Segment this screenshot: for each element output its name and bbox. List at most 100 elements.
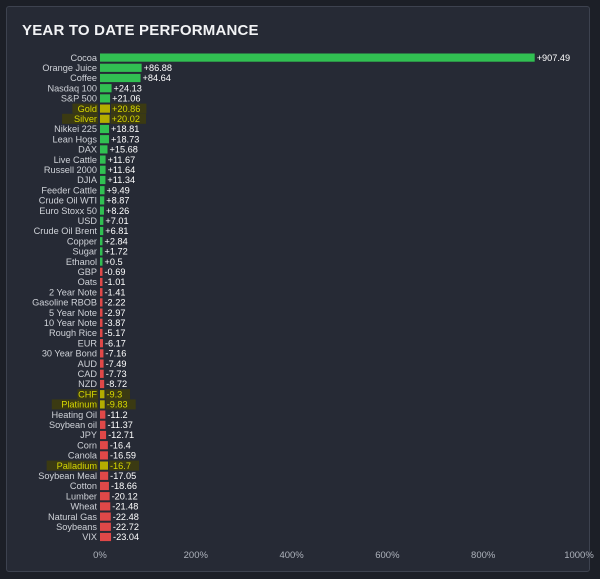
- category-label: Wheat: [70, 502, 97, 512]
- category-label: Nikkei 225: [54, 124, 97, 134]
- bar: [100, 359, 104, 368]
- bar: [100, 522, 111, 531]
- bar: [100, 216, 104, 225]
- data-label: +907.49: [537, 53, 570, 63]
- data-label: +2.84: [105, 236, 128, 246]
- bar: [100, 308, 103, 317]
- data-label: -9.83: [107, 400, 128, 410]
- category-label: Lumber: [66, 491, 97, 501]
- bar: [100, 339, 103, 348]
- category-label: Cotton: [70, 481, 97, 491]
- category-label: S&P 500: [61, 94, 97, 104]
- category-label: 30 Year Bond: [42, 349, 97, 359]
- category-label: Palladium: [57, 461, 98, 471]
- data-label: +18.73: [111, 134, 139, 144]
- category-label: Oats: [78, 277, 98, 287]
- data-label: +1.72: [105, 247, 128, 257]
- bar: [100, 53, 535, 62]
- x-tick-label: 800%: [471, 550, 496, 561]
- bar: [100, 206, 104, 215]
- value-label-highlight: [108, 460, 139, 471]
- data-label: -11.2: [107, 410, 127, 420]
- bar: [100, 430, 107, 440]
- data-label: +24.13: [114, 83, 142, 93]
- data-label: +20.02: [112, 114, 140, 124]
- category-label: Gasoline RBOB: [32, 298, 97, 308]
- bar: [100, 471, 109, 480]
- value-label-highlight: [110, 113, 146, 124]
- data-label: -6.17: [105, 338, 126, 348]
- data-label: +11.67: [108, 155, 136, 165]
- bar: [100, 247, 103, 256]
- bar: [100, 288, 103, 297]
- value-label-highlight: [105, 389, 131, 400]
- data-label: +86.88: [144, 63, 172, 73]
- data-label: -11.37: [107, 420, 132, 430]
- category-label: Rough Rice: [49, 328, 97, 338]
- data-label: +84.64: [143, 73, 171, 83]
- data-label: +15.68: [110, 145, 138, 155]
- category-label: Canola: [68, 451, 98, 461]
- category-label: EUR: [78, 338, 98, 348]
- bar: [100, 379, 105, 389]
- value-label-highlight: [105, 399, 136, 410]
- category-label: Lean Hogs: [53, 134, 98, 144]
- bar: [100, 196, 105, 205]
- category-label: GBP: [78, 267, 97, 277]
- x-tick-label: 0%: [93, 550, 107, 561]
- data-label: -8.72: [106, 379, 127, 389]
- bar: [100, 73, 141, 83]
- bar: [100, 135, 109, 144]
- bar: [100, 226, 104, 236]
- category-label: 10 Year Note: [44, 318, 97, 328]
- bar: [100, 441, 108, 450]
- category-label-highlight: [72, 103, 98, 114]
- category-label: Soybean oil: [49, 420, 97, 430]
- x-tick-label: 400%: [279, 550, 304, 561]
- bar: [100, 257, 103, 266]
- category-label: Feeder Cattle: [41, 185, 97, 195]
- category-label: DJIA: [77, 175, 98, 185]
- value-label-highlight: [110, 103, 147, 114]
- x-tick-label: 600%: [375, 550, 400, 561]
- category-label: Silver: [74, 114, 97, 124]
- bar: [100, 502, 111, 511]
- data-label: -2.97: [105, 308, 126, 318]
- category-label: NZD: [78, 379, 97, 389]
- bar: [100, 451, 108, 460]
- category-label: Crude Oil Brent: [34, 226, 98, 236]
- category-label: Live Cattle: [54, 155, 97, 165]
- category-label-highlight: [77, 389, 98, 400]
- bar: [100, 492, 110, 501]
- category-label: Natural Gas: [48, 512, 97, 522]
- category-label: JPY: [80, 430, 97, 440]
- data-label: -7.49: [106, 359, 127, 369]
- category-label: Ethanol: [66, 257, 97, 267]
- category-label: Platinum: [61, 400, 97, 410]
- data-label: -16.7: [110, 461, 131, 471]
- bar: [100, 124, 110, 134]
- bar: [100, 318, 103, 327]
- chart-title: YEAR TO DATE PERFORMANCE: [22, 22, 259, 39]
- bar: [100, 267, 103, 276]
- data-label: +18.81: [111, 124, 139, 134]
- bar: [100, 349, 104, 358]
- x-tick-label: 200%: [184, 550, 209, 561]
- data-label: -7.73: [106, 369, 127, 379]
- data-label: -5.17: [105, 328, 126, 338]
- data-label: -17.05: [110, 471, 136, 481]
- bar: [100, 175, 106, 185]
- category-label: Nasdaq 100: [47, 83, 97, 93]
- category-label: Soybean Meal: [38, 471, 97, 481]
- data-label: -16.59: [110, 451, 136, 461]
- bar: [100, 369, 104, 378]
- category-label: 2 Year Note: [49, 287, 97, 297]
- data-label: -23.04: [113, 532, 139, 542]
- bar: [100, 328, 103, 338]
- category-label: Cocoa: [70, 53, 97, 63]
- category-label: Heating Oil: [52, 410, 97, 420]
- category-label-highlight: [62, 113, 98, 124]
- category-label-highlight: [46, 460, 98, 471]
- category-label: 5 Year Note: [49, 308, 97, 318]
